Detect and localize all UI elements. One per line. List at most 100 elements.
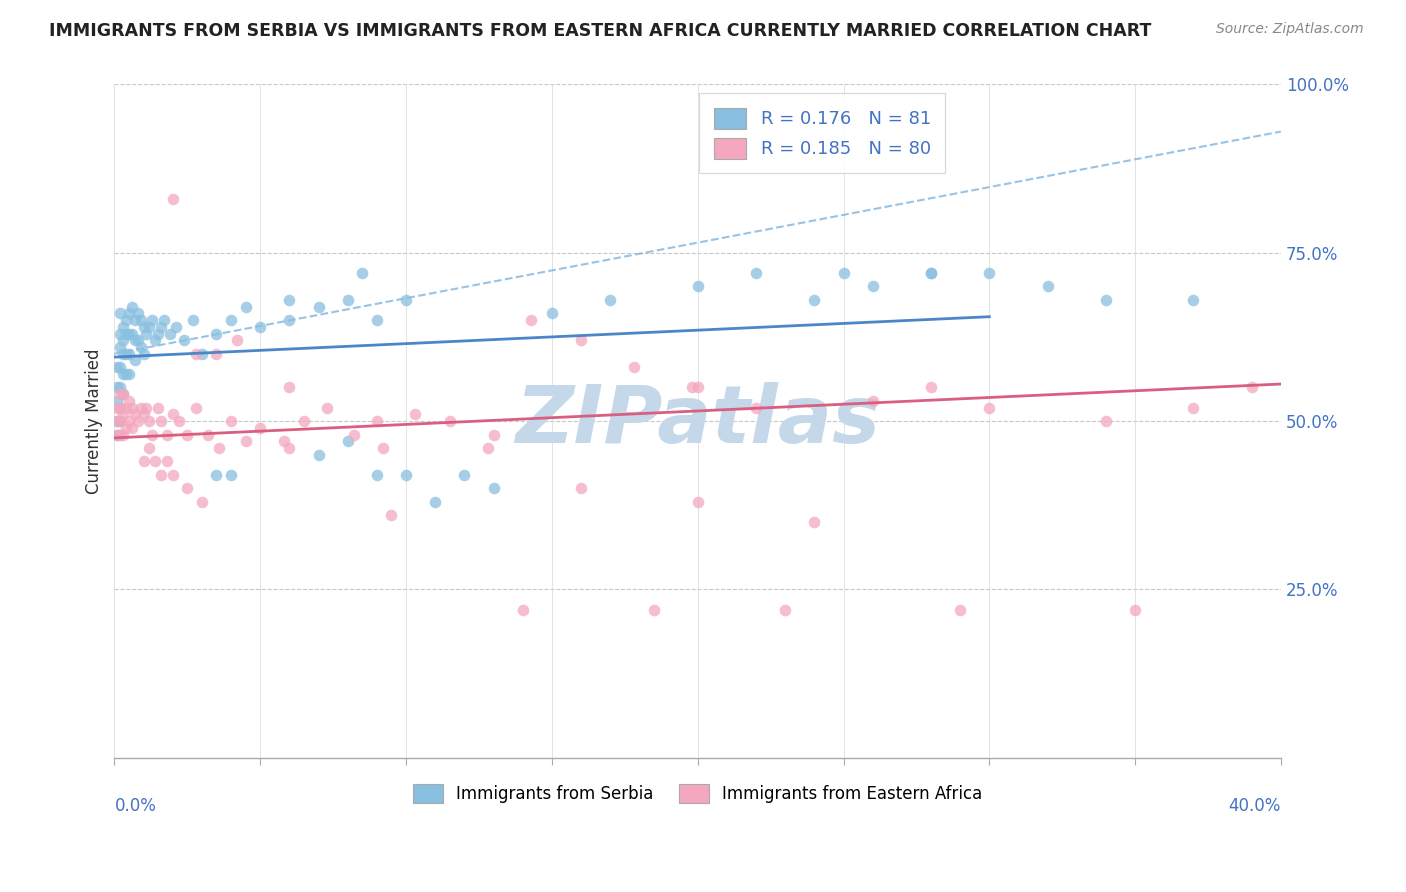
Point [920,266,942,280]
Point [105,401,128,415]
Point [135,401,157,415]
Point [208,441,231,455]
Point [184,401,207,415]
Point [395,293,418,307]
Point [143,333,166,347]
Point [138,414,160,428]
Point [135,326,157,341]
Point [371,441,394,455]
Point [308,448,330,462]
Point [105,427,128,442]
Point [686,279,709,293]
Point [278,441,301,455]
Point [181,313,204,327]
Point [920,266,942,280]
Point [176,482,198,496]
Point [138,441,160,455]
Point [979,266,1001,280]
Point [118,414,141,428]
Point [132,407,155,421]
Point [439,414,461,428]
Point [920,380,942,394]
Point [623,360,645,375]
Point [110,427,132,442]
Point [105,414,128,428]
Point [278,380,301,394]
Point [395,467,418,482]
Point [803,293,825,307]
Point [146,401,169,415]
Point [112,387,135,401]
Point [745,401,768,415]
Point [292,414,315,428]
Text: Source: ZipAtlas.com: Source: ZipAtlas.com [1216,22,1364,37]
Point [249,319,271,334]
Point [541,306,564,320]
Point [156,454,179,468]
Point [316,401,339,415]
Point [979,401,1001,415]
Point [124,353,146,368]
Point [110,340,132,354]
Point [112,407,135,421]
Point [1240,380,1263,394]
Point [121,401,143,415]
Point [1182,293,1205,307]
Point [366,467,388,482]
Point [191,347,214,361]
Point [176,427,198,442]
Point [803,515,825,529]
Point [124,407,146,421]
Point [336,434,359,449]
Point [225,333,247,347]
Point [110,414,132,428]
Point [138,319,160,334]
Point [1123,602,1146,616]
Point [235,300,257,314]
Point [150,319,173,334]
Point [129,401,152,415]
Point [105,427,128,442]
Point [862,393,884,408]
Point [132,347,155,361]
Text: ZIPatlas: ZIPatlas [515,382,880,460]
Legend: Immigrants from Serbia, Immigrants from Eastern Africa: Immigrants from Serbia, Immigrants from … [406,777,988,810]
Point [110,326,132,341]
Point [681,380,703,394]
Point [512,602,534,616]
Point [278,293,301,307]
Point [115,421,138,435]
Point [112,319,135,334]
Point [1095,293,1118,307]
Point [132,454,155,468]
Point [380,508,402,523]
Point [118,347,141,361]
Point [219,467,242,482]
Point [121,326,143,341]
Point [482,482,505,496]
Point [342,427,364,442]
Point [110,387,132,401]
Point [121,300,143,314]
Point [165,319,187,334]
Point [105,393,128,408]
Point [336,293,359,307]
Point [162,192,184,206]
Point [569,333,592,347]
Point [352,266,374,280]
Point [249,421,271,435]
Point [115,313,138,327]
Point [167,414,190,428]
Point [366,313,388,327]
Point [112,427,135,442]
Point [127,333,149,347]
Point [569,482,592,496]
Point [105,414,128,428]
Point [118,367,141,381]
Point [118,326,141,341]
Text: 0.0%: 0.0% [114,797,156,814]
Point [127,306,149,320]
Point [105,380,128,394]
Point [110,360,132,375]
Point [686,380,709,394]
